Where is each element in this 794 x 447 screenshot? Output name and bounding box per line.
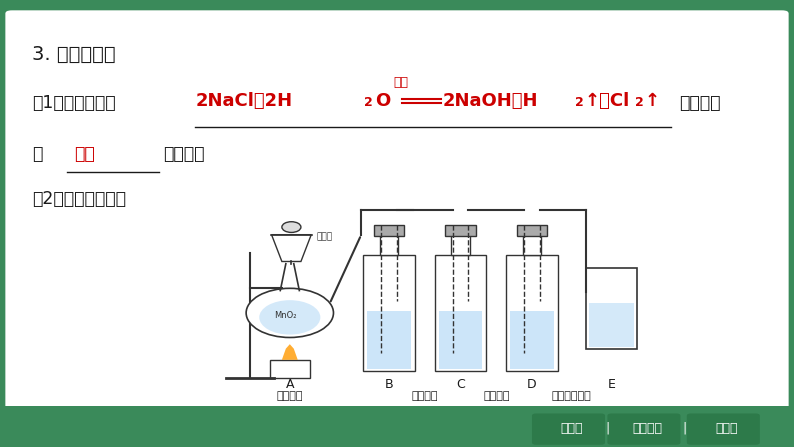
Text: 下一页: 下一页 xyxy=(715,422,738,435)
Bar xyxy=(363,255,414,371)
Text: 2: 2 xyxy=(635,96,644,110)
Text: （2）实验室制法：: （2）实验室制法： xyxy=(32,190,125,208)
Text: 工业）。: 工业）。 xyxy=(163,145,204,163)
Circle shape xyxy=(246,288,333,337)
Bar xyxy=(445,225,476,236)
Circle shape xyxy=(282,222,301,232)
Bar xyxy=(452,234,469,255)
Text: 2NaOH＋H: 2NaOH＋H xyxy=(443,92,538,110)
Text: （1）工业制法：: （1）工业制法： xyxy=(32,94,115,112)
Text: D: D xyxy=(527,378,537,391)
Bar xyxy=(374,225,404,236)
Text: 3. 氯气的制备: 3. 氯气的制备 xyxy=(32,45,115,64)
Bar xyxy=(270,360,310,378)
Text: 发生装置: 发生装置 xyxy=(276,391,303,401)
Text: 电解: 电解 xyxy=(394,76,408,89)
Text: （该法称: （该法称 xyxy=(679,94,720,112)
Bar xyxy=(523,234,541,255)
FancyBboxPatch shape xyxy=(4,9,790,411)
Text: 上一页: 上一页 xyxy=(561,422,583,435)
Polygon shape xyxy=(282,344,298,360)
Text: MnO₂: MnO₂ xyxy=(275,311,297,320)
Bar xyxy=(438,311,483,369)
Text: |: | xyxy=(682,422,687,435)
Bar xyxy=(380,234,398,255)
Text: 尾气吸收装置: 尾气吸收装置 xyxy=(552,391,592,401)
Text: 2: 2 xyxy=(575,96,584,110)
Bar xyxy=(507,255,558,371)
FancyBboxPatch shape xyxy=(532,413,605,445)
Polygon shape xyxy=(272,235,311,261)
FancyBboxPatch shape xyxy=(687,413,760,445)
Bar xyxy=(367,311,411,369)
Circle shape xyxy=(259,300,321,334)
Text: C: C xyxy=(456,378,465,391)
Text: A: A xyxy=(286,378,294,391)
Bar xyxy=(589,303,634,347)
Bar xyxy=(435,255,486,371)
Text: 2NaCl＋2H: 2NaCl＋2H xyxy=(196,92,293,110)
Text: 返回导航: 返回导航 xyxy=(632,422,662,435)
Text: ↑＋Cl: ↑＋Cl xyxy=(584,92,630,110)
Text: E: E xyxy=(607,378,615,391)
Bar xyxy=(0,406,794,447)
Text: ↑: ↑ xyxy=(645,92,660,110)
Bar xyxy=(586,268,637,349)
Bar xyxy=(517,225,547,236)
Text: 氯碱: 氯碱 xyxy=(74,145,94,163)
Text: 为: 为 xyxy=(32,145,42,163)
Text: O: O xyxy=(375,92,390,110)
Text: 收集装置: 收集装置 xyxy=(483,391,510,401)
Text: 净化装置: 净化装置 xyxy=(411,391,438,401)
FancyBboxPatch shape xyxy=(607,413,680,445)
Text: |: | xyxy=(605,422,610,435)
Bar xyxy=(511,311,554,369)
Text: B: B xyxy=(385,378,393,391)
Text: 浓盐酸: 浓盐酸 xyxy=(317,232,333,241)
Text: 2: 2 xyxy=(364,96,372,110)
